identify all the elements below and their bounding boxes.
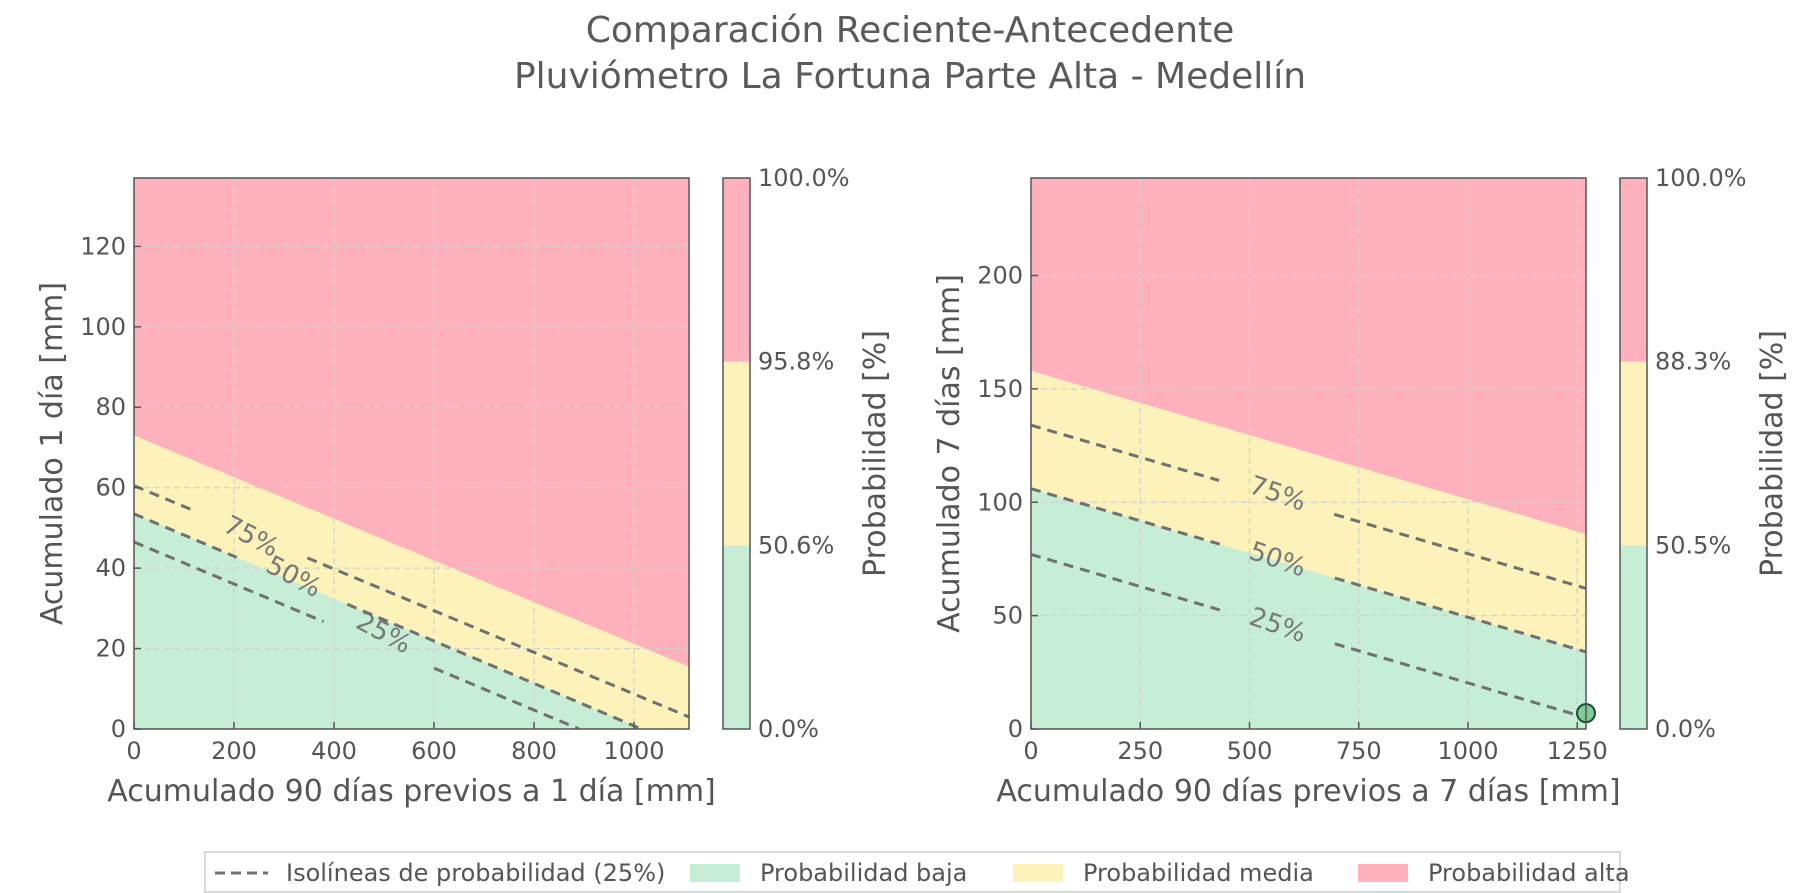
y-tick-label: 0 bbox=[111, 715, 126, 743]
legend-low-swatch bbox=[690, 864, 740, 882]
legend-isoline-label: Isolíneas de probabilidad (25%) bbox=[286, 859, 665, 887]
legend-high-label: Probabilidad alta bbox=[1428, 859, 1630, 887]
colorbar-tick-label: 95.8% bbox=[758, 348, 834, 376]
x-tick-label: 500 bbox=[1227, 737, 1273, 765]
y-axis-label: Acumulado 1 día [mm] bbox=[35, 282, 70, 625]
x-tick-label: 800 bbox=[511, 737, 557, 765]
y-tick-label: 150 bbox=[977, 375, 1023, 403]
colorbar-frame bbox=[722, 177, 751, 730]
colorbar-tick-label: 0.0% bbox=[758, 715, 819, 743]
x-tick-label: 200 bbox=[211, 737, 257, 765]
x-tick-label: 1000 bbox=[603, 737, 664, 765]
y-tick-label: 20 bbox=[95, 635, 126, 663]
isoline-25-segment bbox=[134, 540, 325, 623]
figure-title-line1: Comparación Reciente-Antecedente bbox=[586, 10, 1235, 51]
legend-medium-swatch bbox=[1013, 864, 1063, 882]
y-tick-label: 120 bbox=[80, 232, 126, 260]
isoline-75-segment bbox=[1333, 512, 1586, 590]
y-tick-label: 60 bbox=[95, 474, 126, 502]
isoline-25-segment bbox=[1334, 642, 1586, 720]
colorbar-high bbox=[1620, 178, 1647, 362]
legend-low-label: Probabilidad baja bbox=[760, 859, 967, 887]
colorbar-medium bbox=[1620, 361, 1647, 546]
plot-frame bbox=[1030, 177, 1587, 730]
plot-area: 25%50%75% bbox=[1031, 178, 1586, 729]
x-tick-label: 0 bbox=[1023, 737, 1038, 765]
x-tick-label: 750 bbox=[1336, 737, 1382, 765]
figure-title-line2: Pluviómetro La Fortuna Parte Alta - Mede… bbox=[514, 56, 1306, 97]
colorbar-tick-label: 50.6% bbox=[758, 531, 834, 559]
chart-panel-2: 25%50%75% 0 250 500 750 1000 1250 0 50 100 150 200 A… bbox=[932, 164, 1790, 809]
legend: Isolíneas de probabilidad (25%) Probabil… bbox=[204, 851, 1630, 893]
y-axis-label: Acumulado 7 días [mm] bbox=[932, 274, 967, 633]
y-tick-label: 100 bbox=[80, 313, 126, 341]
isoline-25-segment bbox=[433, 666, 580, 729]
x-axis-label: Acumulado 90 días previos a 1 día [mm] bbox=[107, 774, 716, 809]
isoline-75-segment bbox=[134, 484, 198, 514]
x-tick-label: 600 bbox=[411, 737, 457, 765]
isoline-50-segment bbox=[346, 602, 643, 729]
y-tick-label: 40 bbox=[95, 554, 126, 582]
plot-area: 25%50%75% bbox=[134, 178, 689, 729]
isoline-50-segment bbox=[1334, 576, 1586, 654]
colorbar-tick-label: 100.0% bbox=[1655, 164, 1747, 192]
colorbar-label: Probabilidad [%] bbox=[1755, 330, 1790, 577]
region-low bbox=[134, 513, 689, 729]
y-tick-label: 200 bbox=[977, 262, 1023, 290]
region-low bbox=[1031, 488, 1586, 729]
x-axis-label: Acumulado 90 días previos a 7 días [mm] bbox=[996, 774, 1620, 809]
colorbar-tick-label: 0.0% bbox=[1655, 715, 1716, 743]
plot-frame bbox=[133, 177, 690, 730]
colorbar-label: Probabilidad [%] bbox=[858, 330, 893, 577]
colorbar-high bbox=[723, 178, 750, 362]
y-tick-label: 80 bbox=[95, 393, 126, 421]
chart-panels: 25%50%75%0 200 400 600 800 100002040608010012… bbox=[35, 164, 1790, 809]
chart-panel-1: 25%50%75% 0 200 400 600 800 1000 0 20 40 60 80 100 12… bbox=[35, 164, 893, 809]
colorbar: 0.0% 50.6% 95.8% 100.0% Probabilidad [%] bbox=[722, 164, 893, 743]
y-tick-label: 50 bbox=[992, 602, 1023, 630]
colorbar-frame bbox=[1619, 177, 1648, 730]
x-tick-label: 1250 bbox=[1547, 737, 1608, 765]
legend-high-swatch bbox=[1358, 864, 1408, 882]
colorbar: 0.0% 50.5% 88.3% 100.0% Probabilidad [%] bbox=[1619, 164, 1790, 743]
y-tick-label: 0 bbox=[1008, 715, 1023, 743]
x-tick-label: 400 bbox=[311, 737, 357, 765]
isoline-75-segment bbox=[306, 556, 689, 719]
colorbar-low bbox=[723, 545, 750, 729]
x-tick-label: 250 bbox=[1117, 737, 1163, 765]
isoline-50-segment bbox=[134, 512, 238, 559]
colorbar-medium bbox=[723, 361, 750, 546]
x-tick-label: 0 bbox=[126, 737, 141, 765]
colorbar-low bbox=[1620, 545, 1647, 729]
colorbar-tick-label: 50.5% bbox=[1655, 531, 1731, 559]
colorbar-tick-label: 88.3% bbox=[1655, 348, 1731, 376]
legend-medium-label: Probabilidad media bbox=[1083, 859, 1314, 887]
y-tick-label: 100 bbox=[977, 488, 1023, 516]
x-tick-label: 1000 bbox=[1437, 737, 1498, 765]
colorbar-tick-label: 100.0% bbox=[758, 164, 850, 192]
